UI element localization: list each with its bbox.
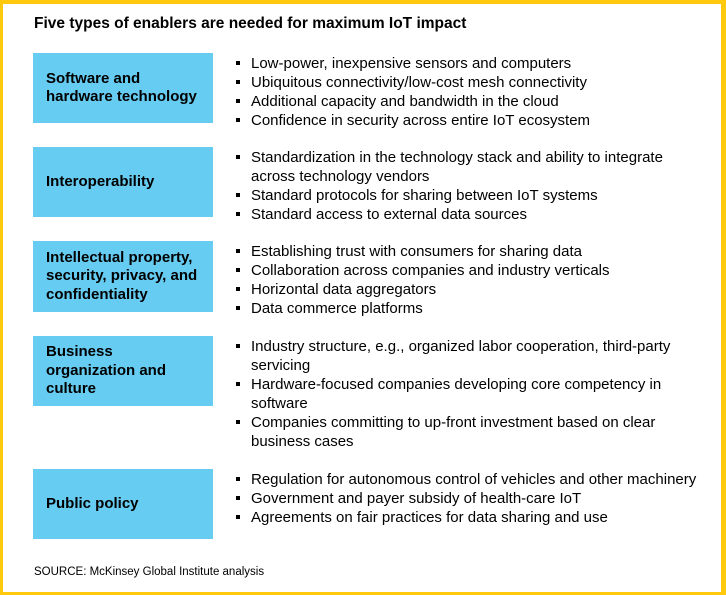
list-item: Standard protocols for sharing between I…: [236, 186, 706, 205]
list-item: Industry structure, e.g., organized labo…: [236, 337, 706, 375]
enabler-box-ip-security: Intellectual property, security, privacy…: [33, 241, 213, 312]
enabler-label: Public policy: [46, 494, 139, 512]
page-title: Five types of enablers are needed for ma…: [34, 15, 467, 32]
enabler-label: Business organization and culture: [46, 343, 166, 398]
enabler-list-technology: Low-power, inexpensive sensors and compu…: [236, 54, 706, 130]
list-item: Government and payer subsidy of health-c…: [236, 489, 706, 508]
enabler-box-public-policy: Public policy: [33, 469, 213, 539]
list-item: Standard access to external data sources: [236, 205, 706, 224]
list-item: Collaboration across companies and indus…: [236, 261, 706, 280]
list-item: Standardization in the technology stack …: [236, 148, 706, 186]
list-item: Agreements on fair practices for data sh…: [236, 508, 706, 527]
enabler-box-interoperability: Interoperability: [33, 147, 213, 217]
source-note: SOURCE: McKinsey Global Institute analys…: [34, 566, 265, 578]
list-item: Regulation for autonomous control of veh…: [236, 470, 706, 489]
enabler-label: Software and hardware technology: [46, 69, 197, 106]
list-item: Additional capacity and bandwidth in the…: [236, 92, 706, 111]
list-item: Confidence in security across entire IoT…: [236, 111, 706, 130]
list-item: Ubiquitous connectivity/low-cost mesh co…: [236, 73, 706, 92]
enabler-list-public-policy: Regulation for autonomous control of veh…: [236, 470, 706, 527]
list-item: Horizontal data aggregators: [236, 280, 706, 299]
enabler-label: Interoperability: [46, 172, 155, 190]
list-item: Hardware-focused companies developing co…: [236, 375, 706, 413]
list-item: Establishing trust with consumers for sh…: [236, 242, 706, 261]
enabler-list-interoperability: Standardization in the technology stack …: [236, 148, 706, 224]
list-item: Companies committing to up-front investm…: [236, 413, 706, 451]
enabler-list-ip-security: Establishing trust with consumers for sh…: [236, 242, 706, 318]
enabler-box-technology: Software and hardware technology: [33, 53, 213, 123]
list-item: Low-power, inexpensive sensors and compu…: [236, 54, 706, 73]
enabler-list-business: Industry structure, e.g., organized labo…: [236, 337, 706, 451]
list-item: Data commerce platforms: [236, 299, 706, 318]
enabler-label: Intellectual property, security, privacy…: [46, 248, 198, 303]
enabler-box-business: Business organization and culture: [33, 336, 213, 406]
